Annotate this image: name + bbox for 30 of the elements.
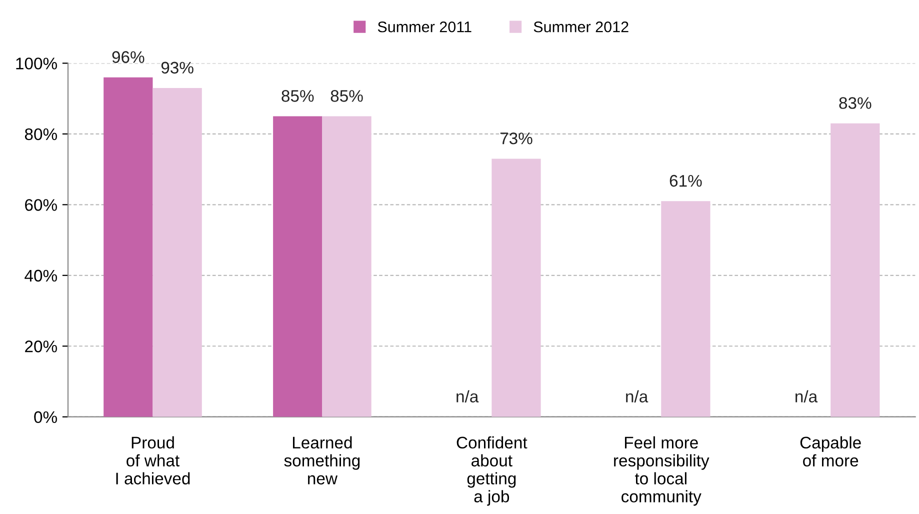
x-tick-label: Capable of more bbox=[800, 436, 861, 466]
y-tick-label: 40% bbox=[24, 270, 57, 282]
y-tick-label: 0% bbox=[34, 411, 57, 424]
y-tick-label: 60% bbox=[25, 199, 57, 211]
bar bbox=[322, 116, 372, 417]
legend-label: Summer 2012 bbox=[534, 21, 628, 32]
bar bbox=[104, 77, 153, 417]
data-label: 61% bbox=[670, 174, 702, 187]
y-tick-label: 100% bbox=[16, 58, 57, 70]
x-tick-label: Feel more responsibility to local community bbox=[614, 436, 710, 506]
data-label: 73% bbox=[500, 132, 532, 144]
bar bbox=[152, 88, 202, 417]
data-label: 85% bbox=[282, 90, 314, 102]
data-label: 93% bbox=[161, 62, 194, 74]
bar bbox=[830, 123, 880, 417]
y-tick-label: 80% bbox=[24, 128, 57, 140]
data-label: 96% bbox=[112, 51, 144, 63]
text: n/a bbox=[456, 390, 479, 402]
x-tick-label: Confident about getting a job bbox=[456, 436, 528, 506]
legend-label: Summer 2011 bbox=[378, 21, 472, 32]
text: n/a bbox=[796, 390, 818, 402]
data-label: 85% bbox=[330, 90, 363, 102]
bar bbox=[492, 158, 541, 417]
bar bbox=[661, 201, 710, 417]
text: n/a bbox=[626, 390, 648, 402]
y-tick-label: 20% bbox=[25, 340, 57, 352]
bar bbox=[273, 116, 322, 417]
x-tick-label: Learned something new bbox=[284, 436, 360, 484]
x-tick-label: Proud of what I achieved bbox=[116, 436, 190, 484]
data-label: 83% bbox=[839, 97, 872, 109]
